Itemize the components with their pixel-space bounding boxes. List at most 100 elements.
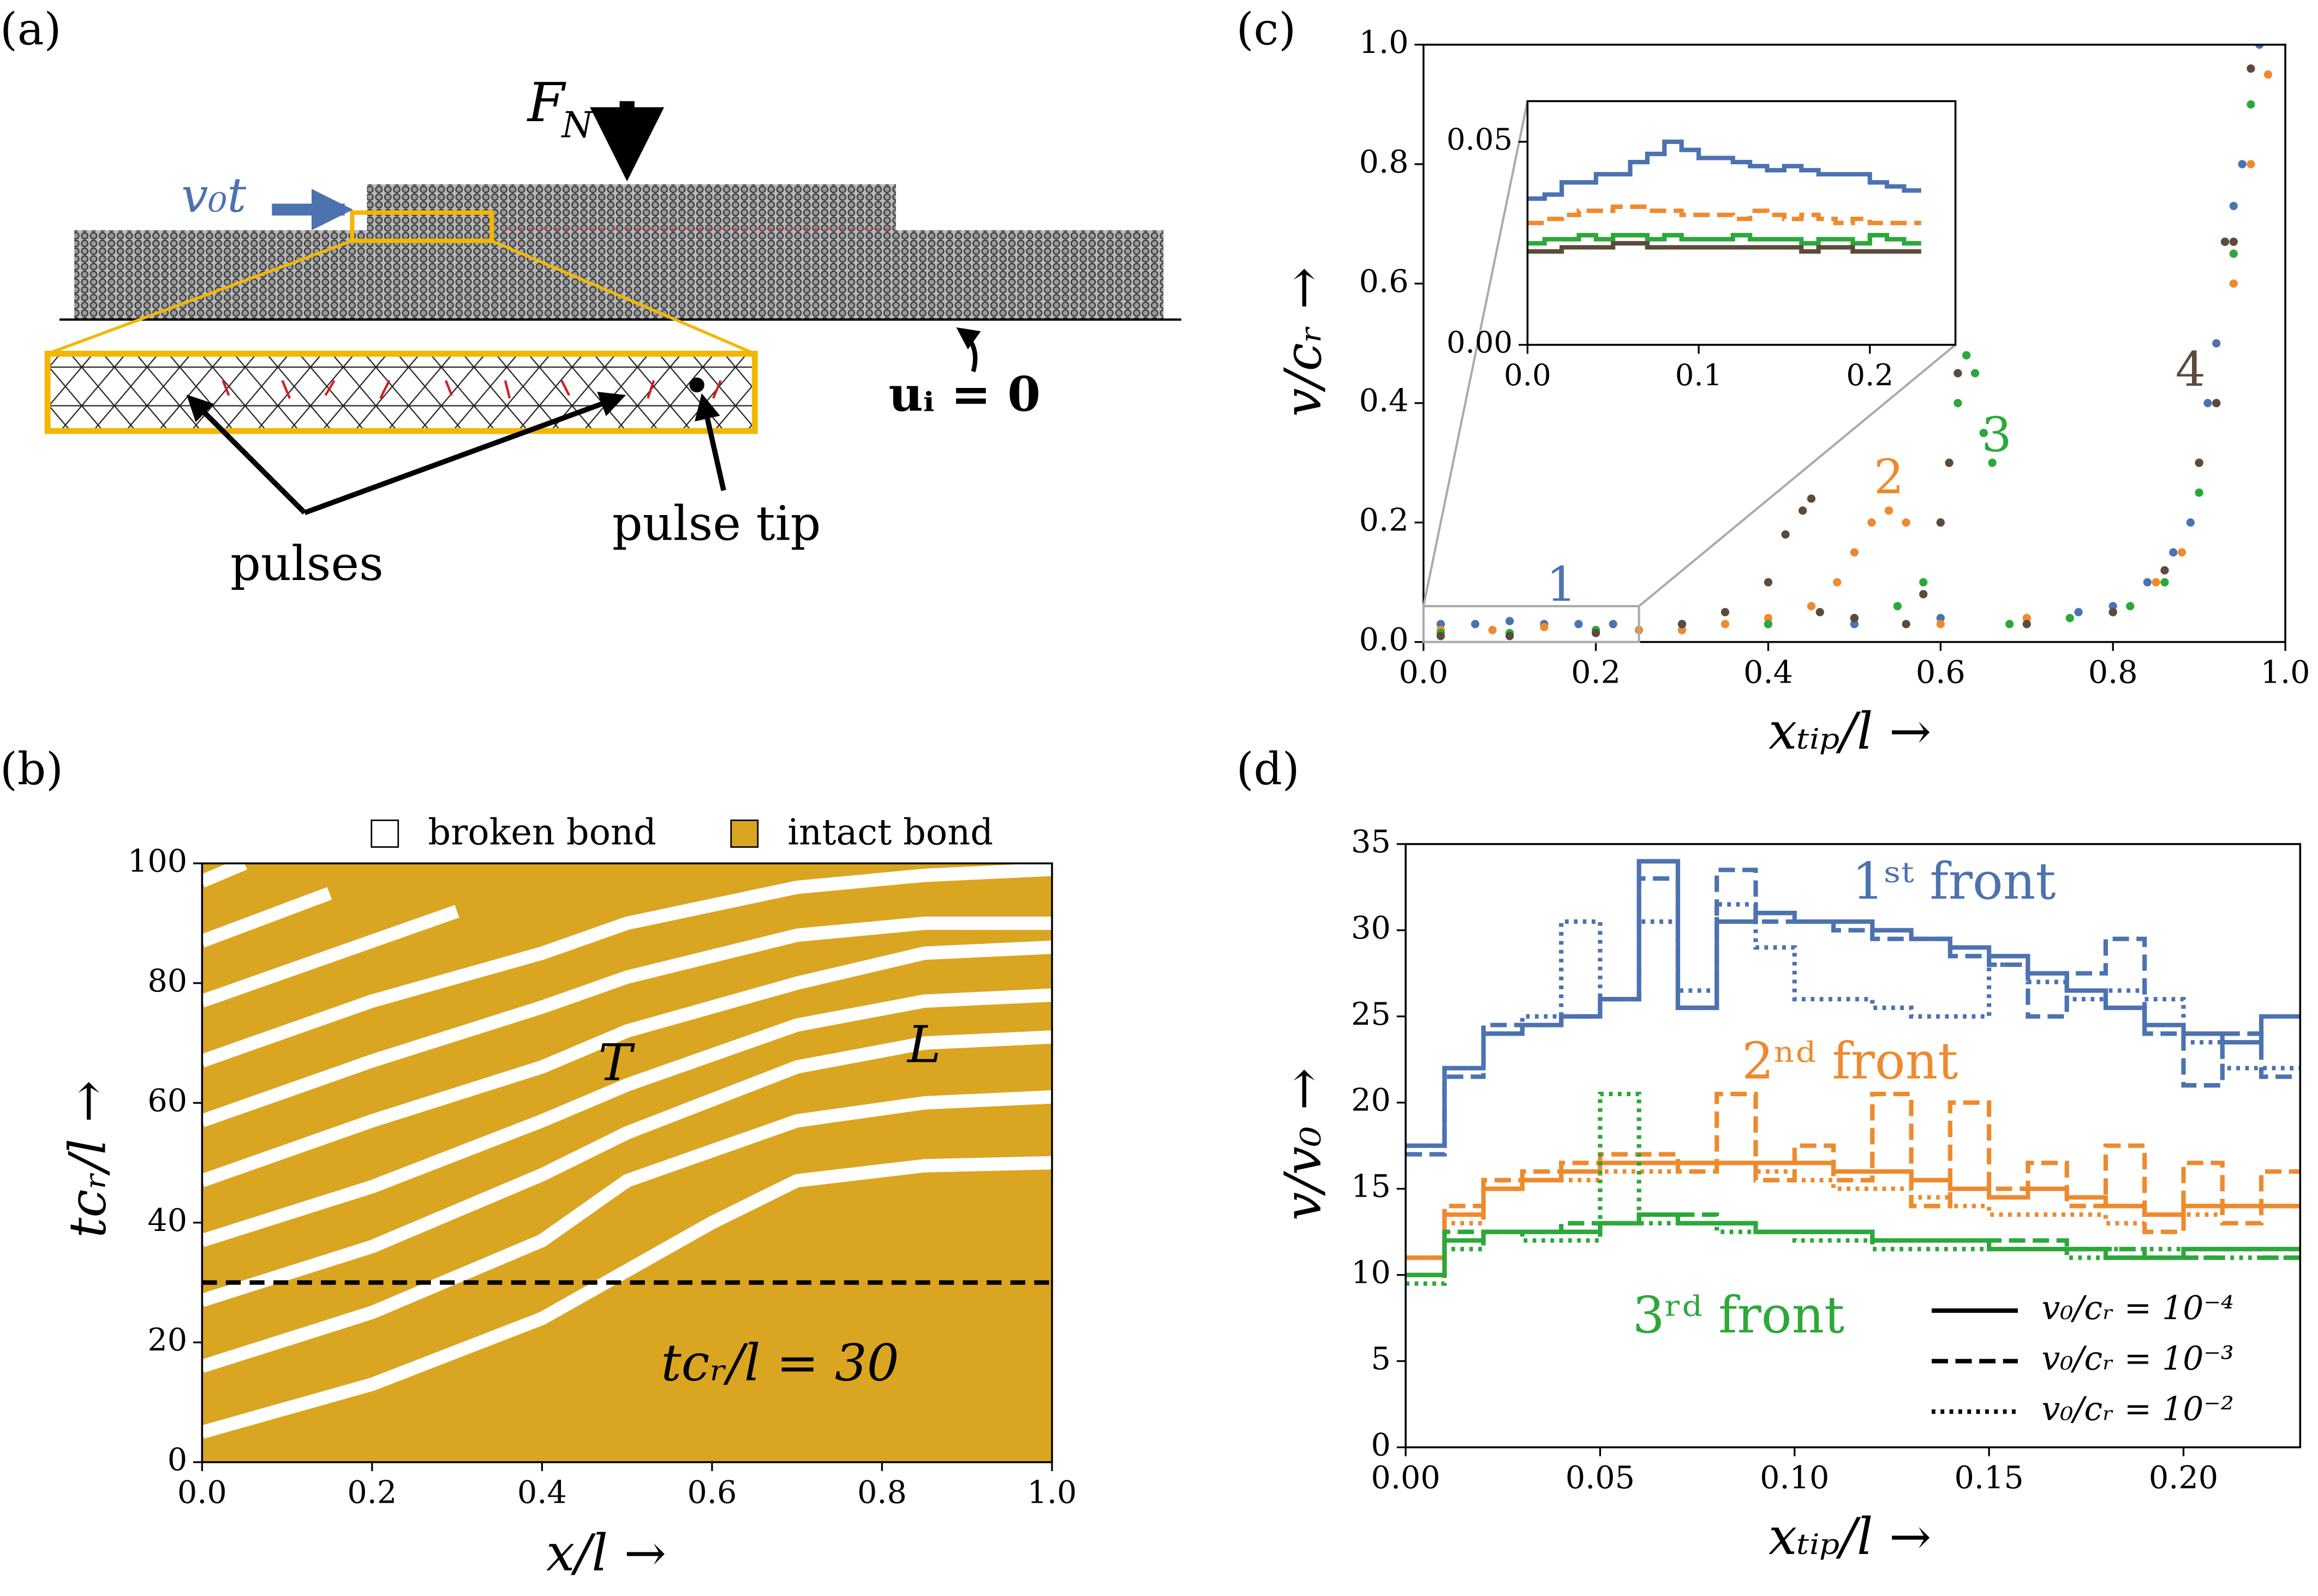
pulses-label: pulses bbox=[230, 536, 384, 591]
point bbox=[2247, 100, 2255, 109]
step-line bbox=[1406, 1161, 2301, 1260]
panel-label: (c) bbox=[1236, 4, 1296, 56]
boundary-label: uᵢ = 0 bbox=[888, 366, 1040, 422]
panel-label: (b) bbox=[0, 744, 63, 796]
point bbox=[1591, 629, 1600, 637]
chart: 0.0 0.2 0.4 0.6 0.8 1.0 0 20 40 60 80 100 (b) x/l → tc… bbox=[0, 744, 1077, 1582]
step-line bbox=[1527, 232, 1921, 246]
y-tick-label: 0.0 bbox=[1359, 622, 1409, 658]
point bbox=[2022, 614, 2031, 623]
y-tick-label: 80 bbox=[147, 963, 187, 999]
plot-area bbox=[1406, 859, 2301, 1286]
x-tick-label: 0.0 bbox=[177, 1475, 227, 1511]
y-axis-label: v/cᵣ → bbox=[1274, 267, 1333, 416]
zoom-line bbox=[1638, 344, 1956, 607]
x-tick-label: 0.15 bbox=[1954, 1460, 2023, 1496]
point bbox=[2177, 548, 2186, 557]
point bbox=[2065, 614, 2074, 623]
point bbox=[1833, 578, 1842, 587]
point bbox=[1764, 620, 1773, 629]
pulse-stripe bbox=[202, 863, 1052, 1068]
x-tick-label: 1.0 bbox=[1027, 1475, 1077, 1511]
point bbox=[1471, 620, 1480, 629]
chart: 0.0 0.2 0.4 0.6 0.8 1.0 0.0 0.2 0.4 0.6 0.8 1.0 (c) x… bbox=[1236, 4, 2310, 761]
front-label: 1 bbox=[1546, 557, 1576, 612]
point bbox=[2212, 339, 2221, 348]
point bbox=[1764, 578, 1773, 587]
zoom-lattice bbox=[44, 350, 758, 434]
point bbox=[2143, 578, 2152, 587]
annotation: L bbox=[906, 1015, 941, 1074]
front-label: 1ˢᵗ front bbox=[1852, 852, 2056, 911]
velocity-label: v₀t bbox=[181, 168, 247, 223]
y-tick-label: 40 bbox=[147, 1203, 187, 1239]
x-tick-label: 0.4 bbox=[1743, 655, 1793, 691]
step-line bbox=[1406, 902, 2301, 1148]
pulse-tip-label: pulse tip bbox=[612, 496, 821, 552]
step-line bbox=[1406, 1091, 2301, 1286]
front-label: 3 bbox=[1981, 407, 2011, 463]
front-label: 3ʳᵈ front bbox=[1633, 1286, 1845, 1344]
step-line bbox=[1406, 868, 2301, 1157]
y-tick-label: 30 bbox=[1351, 910, 1391, 946]
point bbox=[1902, 620, 1910, 629]
point bbox=[1893, 602, 1902, 611]
panel-label: (d) bbox=[1236, 744, 1300, 796]
point bbox=[1902, 518, 1910, 527]
x-tick-label: 0.2 bbox=[347, 1475, 397, 1511]
point bbox=[1436, 632, 1445, 641]
y-tick-label: 1.0 bbox=[1359, 25, 1409, 61]
point bbox=[1609, 620, 1617, 629]
point bbox=[1807, 602, 1816, 611]
point bbox=[2108, 602, 2117, 611]
point bbox=[2203, 399, 2212, 408]
point bbox=[1936, 518, 1945, 527]
legend-swatch bbox=[730, 819, 759, 848]
inset-background bbox=[1527, 101, 1956, 345]
pulse-tip-dot bbox=[689, 377, 704, 393]
front-label: 4 bbox=[2176, 342, 2206, 397]
x-tick-label: 0.2 bbox=[1846, 357, 1893, 392]
step-line bbox=[1406, 1212, 2301, 1277]
point bbox=[1979, 428, 1988, 438]
point bbox=[1850, 614, 1859, 623]
diagram: (a) F N v₀t uᵢ = 0 pulses pulse tip bbox=[0, 4, 1181, 591]
point bbox=[2186, 518, 2195, 527]
point bbox=[1505, 632, 1514, 641]
y-tick-label: 0.00 bbox=[1447, 325, 1513, 360]
point bbox=[1919, 578, 1928, 587]
x-tick-label: 0.4 bbox=[517, 1475, 567, 1511]
point bbox=[2152, 578, 2160, 587]
x-tick-label: 0.0 bbox=[1399, 655, 1448, 691]
pulse-stripe bbox=[202, 905, 459, 1008]
chart: 0.0 0.1 0.2 0.00 0.05 bbox=[1447, 100, 1957, 392]
y-tick-label: 5 bbox=[1371, 1341, 1390, 1377]
x-tick-label: 0.6 bbox=[687, 1475, 737, 1511]
point bbox=[2229, 201, 2238, 211]
y-tick-label: 60 bbox=[147, 1083, 187, 1119]
legend-label: v₀/cᵣ = 10⁻⁴ bbox=[2042, 1289, 2234, 1328]
zoom-line bbox=[491, 239, 756, 355]
pulse-arrow bbox=[303, 392, 626, 516]
x-tick-label: 0.20 bbox=[2149, 1460, 2218, 1496]
plot-area bbox=[202, 863, 1052, 1439]
axes-frame bbox=[1422, 44, 2286, 643]
point bbox=[1488, 626, 1497, 635]
y-tick-label: 0.2 bbox=[1359, 503, 1409, 539]
boundary-arrow bbox=[956, 327, 981, 373]
point bbox=[1720, 620, 1730, 629]
legend-label: broken bond bbox=[428, 812, 656, 853]
point bbox=[2126, 602, 2135, 611]
step-line bbox=[1406, 1091, 2301, 1260]
point bbox=[2238, 160, 2247, 169]
legend-label: intact bond bbox=[787, 812, 993, 853]
step-line bbox=[1406, 1212, 2301, 1277]
axes-frame bbox=[1526, 100, 1957, 346]
y-tick-label: 0 bbox=[1371, 1427, 1390, 1463]
y-tick-label: 0 bbox=[168, 1442, 187, 1478]
pulse-stripe bbox=[202, 887, 332, 948]
x-tick-label: 0.00 bbox=[1371, 1460, 1440, 1496]
y-tick-label: 10 bbox=[1351, 1255, 1391, 1291]
y-tick-label: 35 bbox=[1351, 824, 1391, 860]
